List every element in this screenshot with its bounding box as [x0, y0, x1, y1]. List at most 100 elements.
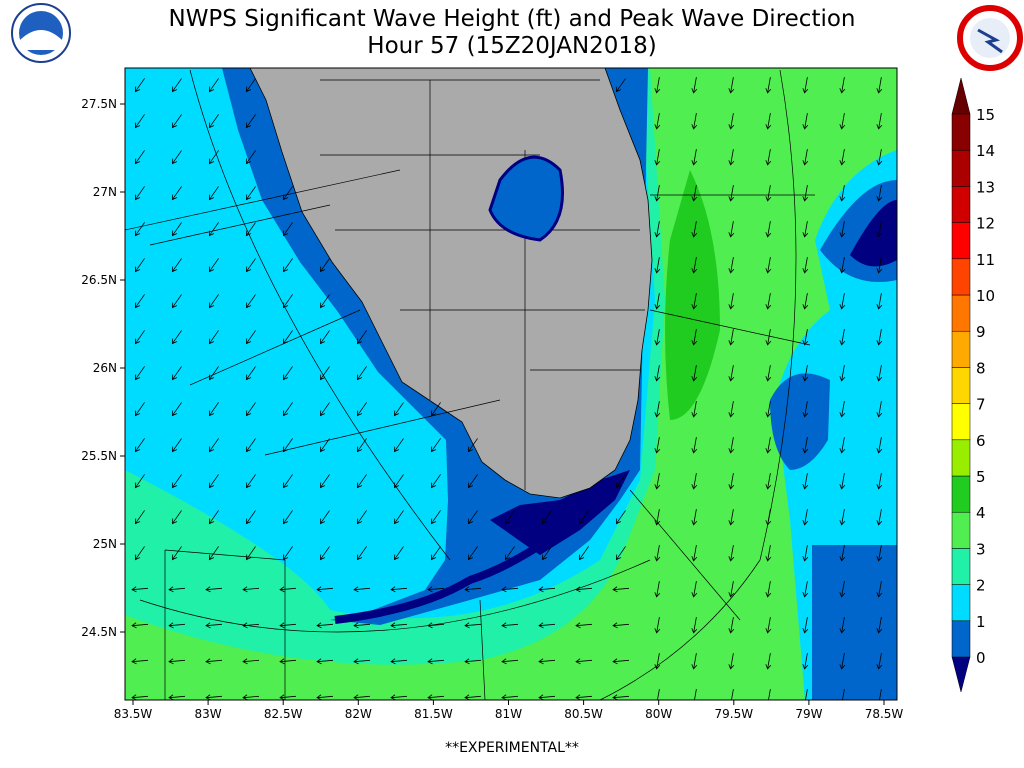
wave-arrow — [242, 622, 260, 629]
wave-arrow — [654, 365, 661, 382]
wave-arrow — [765, 77, 772, 94]
wave-arrow — [282, 510, 293, 525]
lat-label: 26.5N — [81, 273, 117, 287]
wave-arrow — [691, 149, 698, 166]
wave-arrow — [245, 546, 256, 561]
wave-arrow — [390, 622, 408, 629]
zone-4-5 — [665, 170, 720, 420]
wave-arrow — [208, 510, 219, 525]
wave-arrow — [765, 509, 772, 526]
wave-arrow — [839, 221, 846, 238]
wave-arrow — [134, 474, 145, 489]
wave-arrow — [839, 149, 846, 166]
nws-logo — [957, 5, 1023, 71]
wave-arrow — [208, 78, 219, 93]
wave-arrow — [802, 401, 809, 418]
colorbar-swatch — [951, 475, 971, 513]
wave-arrow — [876, 77, 883, 94]
wave-arrow — [731, 689, 734, 700]
colorbar-label: 4 — [976, 504, 986, 522]
wave-arrow — [654, 473, 661, 490]
wave-arrow — [316, 694, 334, 700]
wave-arrow — [171, 186, 182, 201]
wave-arrow — [353, 586, 371, 593]
lon-label: 80.5W — [564, 707, 603, 721]
wave-arrow — [245, 78, 256, 93]
wave-arrow — [205, 586, 223, 593]
wave-arrow — [691, 437, 698, 454]
zone-below-0 — [850, 200, 897, 267]
wave-arrow — [575, 658, 593, 665]
wave-arrow — [728, 185, 735, 202]
wave-arrow — [654, 437, 661, 454]
wave-arrow — [208, 366, 219, 381]
wave-arrow — [208, 186, 219, 201]
wave-arrow — [654, 149, 661, 166]
colorbar-label: 7 — [976, 396, 986, 414]
wave-arrow — [691, 257, 698, 274]
colorbar-label: 2 — [976, 577, 986, 595]
noaa-logo — [11, 3, 71, 63]
wave-arrow — [839, 77, 846, 94]
wave-direction-arrows — [131, 77, 883, 700]
wave-arrow — [694, 689, 697, 700]
wave-arrow — [839, 581, 846, 598]
county-lines — [320, 79, 645, 490]
wave-arrow — [728, 365, 735, 382]
wave-arrow — [615, 474, 626, 489]
wave-arrow — [575, 694, 593, 700]
wave-arrow — [242, 658, 260, 665]
wave-arrow — [356, 330, 367, 345]
colorbar-swatch — [951, 330, 971, 368]
wave-arrow — [654, 77, 661, 94]
wave-arrow — [134, 402, 145, 417]
wave-arrow — [282, 330, 293, 345]
wave-arrow — [578, 546, 589, 561]
wave-arrow — [839, 185, 846, 202]
lake-okeechobee — [488, 155, 564, 242]
colorbar-swatch — [951, 367, 971, 404]
wave-arrow — [691, 509, 698, 526]
lon-label: 79W — [795, 707, 822, 721]
wave-arrow — [876, 293, 883, 310]
wave-arrow — [839, 293, 846, 310]
wave-arrow — [504, 510, 515, 525]
wave-arrow — [208, 114, 219, 129]
wave-arrow — [464, 658, 482, 665]
wave-arrow — [612, 694, 630, 700]
wave-arrow — [538, 658, 556, 665]
footer: **EXPERIMENTAL** — [445, 740, 579, 756]
wave-arrow — [765, 545, 772, 562]
wave-arrow — [390, 658, 408, 665]
wave-arrow — [171, 474, 182, 489]
wave-arrow — [876, 509, 883, 526]
wave-arrow — [765, 257, 772, 274]
wave-arrow — [131, 658, 149, 665]
wave-arrow — [356, 438, 367, 453]
wave-arrow — [876, 617, 883, 634]
colorbar-label: 8 — [976, 359, 986, 377]
wave-arrow — [839, 113, 846, 130]
florida-keys — [334, 496, 603, 624]
colorbar-swatch — [951, 511, 971, 549]
wave-arrow — [654, 221, 661, 238]
wave-arrow — [802, 581, 809, 598]
wave-arrow — [541, 510, 552, 525]
wave-arrow — [501, 694, 519, 700]
lon-label: 81W — [495, 707, 522, 721]
wave-arrow — [575, 622, 593, 629]
colorbar-swatch — [951, 584, 971, 622]
wave-arrow — [282, 294, 293, 309]
colorbar-end — [951, 77, 971, 115]
wave-arrow — [612, 622, 630, 629]
wave-arrow — [171, 546, 182, 561]
wave-arrow — [728, 113, 735, 130]
wave-arrow — [393, 438, 404, 453]
wave-arrow — [612, 586, 630, 593]
colorbar-swatch — [951, 113, 971, 151]
wave-arrow — [208, 474, 219, 489]
wave-arrow — [728, 257, 735, 274]
wave-arrow — [654, 401, 661, 418]
wave-arrow — [430, 546, 441, 561]
wave-arrow — [839, 509, 846, 526]
